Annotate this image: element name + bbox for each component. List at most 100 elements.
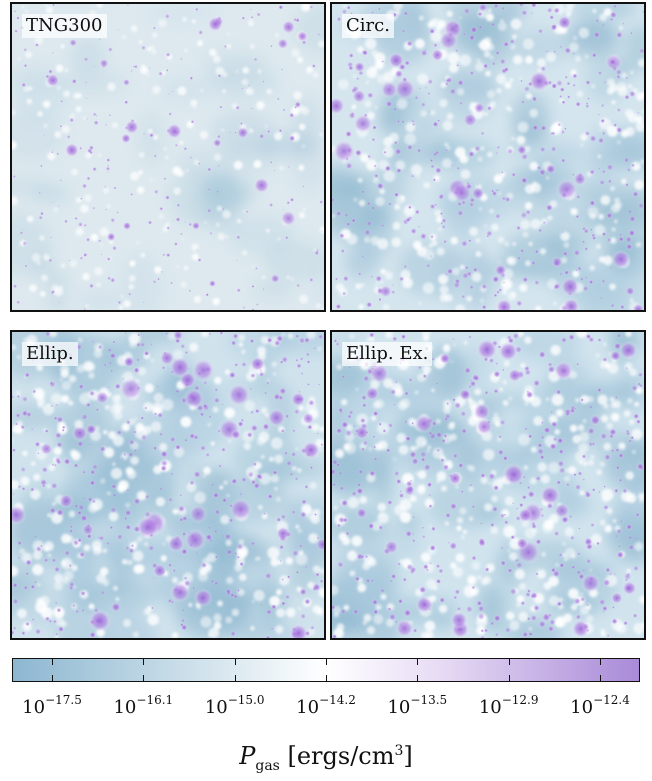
filament-patch (394, 387, 404, 397)
halo (525, 591, 531, 598)
filament-patch (274, 454, 284, 464)
halo (601, 169, 606, 174)
colorbar-tick-label: 10−12.4 (570, 693, 630, 718)
filament-patch (312, 565, 321, 574)
halo (460, 490, 464, 494)
filament-patch (242, 66, 250, 74)
halo (112, 340, 116, 344)
massive-halo (230, 429, 241, 440)
halo (348, 409, 354, 416)
halo (585, 79, 591, 86)
halo (164, 195, 171, 201)
halo (484, 390, 489, 395)
filament-patch (225, 576, 234, 585)
filament-patch (295, 553, 308, 566)
filament-patch (467, 575, 477, 585)
halo (98, 38, 101, 41)
halo (552, 436, 559, 443)
filament-patch (418, 15, 424, 21)
filament-patch (129, 340, 137, 348)
filament-patch (44, 541, 54, 552)
halo (365, 220, 373, 227)
halo (477, 605, 485, 613)
massive-halo (332, 96, 346, 116)
massive-halo (364, 386, 380, 401)
colorbar-tick-label: 10−15.0 (204, 693, 265, 718)
halo (214, 508, 221, 516)
halo (501, 368, 505, 372)
low-pressure-blob (105, 540, 132, 597)
filament-patch (85, 304, 89, 308)
halo (363, 228, 372, 236)
halo (346, 5, 351, 10)
filament-patch (237, 219, 241, 223)
filament-patch (19, 548, 26, 555)
filament-patch (216, 223, 220, 227)
filament-patch (306, 332, 316, 339)
halo (169, 436, 176, 443)
massive-halo (557, 15, 572, 30)
halo (299, 511, 307, 519)
halo (439, 211, 444, 216)
halo (152, 576, 155, 579)
halo (515, 561, 524, 570)
low-pressure-blob (138, 114, 165, 165)
filament-patch (45, 6, 54, 14)
halo (321, 230, 323, 232)
massive-halo (368, 363, 390, 384)
halo (133, 64, 138, 69)
halo (110, 369, 114, 373)
halo (333, 339, 338, 343)
halo (286, 201, 291, 205)
filament-patch (503, 380, 507, 385)
halo (432, 178, 437, 182)
halo (188, 432, 196, 440)
filament-patch (420, 110, 427, 117)
filament-patch (293, 91, 302, 100)
filament-patch (396, 98, 408, 110)
halo (196, 249, 198, 251)
halo (177, 504, 186, 513)
halo (162, 253, 166, 257)
halo (12, 492, 15, 495)
filament-patch (184, 48, 188, 52)
halo (515, 225, 522, 231)
halo (89, 390, 96, 397)
halo (595, 541, 601, 546)
filament-patch (482, 448, 495, 461)
filament-patch (520, 363, 526, 368)
filament-patch (377, 238, 389, 250)
halo (223, 44, 227, 49)
halo (222, 207, 225, 211)
low-pressure-blob (511, 91, 551, 144)
filament-patch (75, 197, 82, 203)
filament-patch (518, 433, 531, 446)
halo (536, 165, 542, 171)
halo (92, 166, 98, 172)
halo (370, 275, 374, 279)
filament-patch (603, 442, 612, 451)
halo (372, 125, 377, 130)
halo (581, 454, 587, 459)
filament-patch (404, 133, 417, 146)
halo (550, 410, 554, 414)
halo (468, 34, 476, 41)
filament-patch (241, 349, 246, 354)
halo (409, 216, 412, 219)
halo (411, 119, 415, 123)
massive-halo (207, 16, 224, 33)
halo (553, 282, 561, 290)
filament-patch (189, 342, 199, 352)
massive-halo (604, 53, 623, 72)
halo (423, 463, 432, 472)
halo (279, 559, 282, 563)
halo (626, 167, 631, 172)
filament-patch (555, 409, 564, 417)
halo (489, 621, 495, 626)
halo (538, 620, 547, 629)
filament-patch (52, 502, 56, 506)
filament-patch (246, 87, 254, 96)
halo (266, 381, 270, 385)
filament-patch (452, 343, 456, 347)
halo (637, 202, 644, 210)
